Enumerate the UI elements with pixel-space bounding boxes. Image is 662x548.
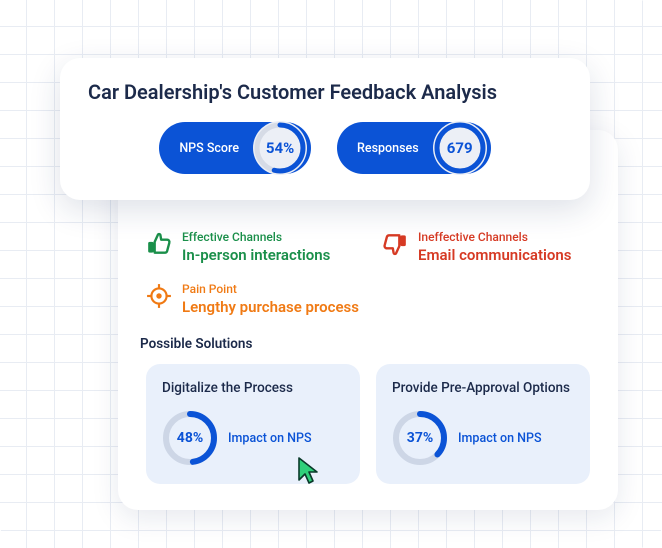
solution-impact-label: Impact on NPS — [228, 431, 312, 446]
nps-progress: 54% — [253, 121, 307, 175]
solution-percent: 37% — [407, 430, 433, 446]
nps-label: NPS Score — [179, 141, 239, 156]
responses-stat: Responses 679 — [337, 122, 491, 174]
nps-stat: NPS Score 54% — [159, 122, 311, 174]
solution-percent: 48% — [177, 430, 203, 446]
pain-point-label: Pain Point — [182, 282, 359, 296]
channels-row: Effective Channels In-person interaction… — [146, 230, 590, 264]
responses-label: Responses — [357, 141, 419, 156]
solution-card[interactable]: Digitalize the Process 48% Impact on NPS — [146, 364, 360, 484]
responses-progress: 679 — [433, 121, 487, 175]
solution-title: Provide Pre-Approval Options — [392, 380, 574, 396]
ineffective-channels: Ineffective Channels Email communication… — [382, 230, 590, 264]
pain-point: Pain Point Lengthy purchase process — [146, 282, 590, 316]
effective-channels: Effective Channels In-person interaction… — [146, 230, 354, 264]
solution-title: Digitalize the Process — [162, 380, 344, 396]
summary-card: Car Dealership's Customer Feedback Analy… — [60, 58, 590, 200]
responses-value: 679 — [447, 139, 473, 157]
pain-point-value: Lengthy purchase process — [182, 298, 359, 316]
nps-value: 54% — [266, 139, 294, 157]
target-icon — [146, 283, 172, 309]
effective-channels-value: In-person interactions — [182, 246, 330, 264]
solutions-section-label: Possible Solutions — [140, 336, 590, 352]
effective-channels-label: Effective Channels — [182, 230, 330, 244]
solution-progress: 37% — [392, 410, 448, 466]
thumbs-down-icon — [382, 231, 408, 257]
stats-row: NPS Score 54% Responses 679 — [88, 122, 562, 174]
ineffective-channels-label: Ineffective Channels — [418, 230, 571, 244]
solution-card[interactable]: Provide Pre-Approval Options 37% Impact … — [376, 364, 590, 484]
solution-progress: 48% — [162, 410, 218, 466]
ineffective-channels-value: Email communications — [418, 246, 571, 264]
solution-impact-label: Impact on NPS — [458, 431, 542, 446]
thumbs-up-icon — [146, 231, 172, 257]
solutions-row: Digitalize the Process 48% Impact on NPS… — [146, 364, 590, 484]
page-title: Car Dealership's Customer Feedback Analy… — [88, 80, 562, 104]
